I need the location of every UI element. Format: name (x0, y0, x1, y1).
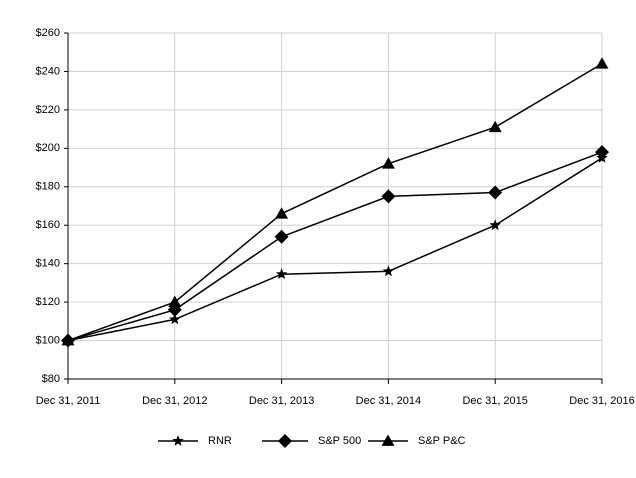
point-marker (382, 265, 395, 277)
point-marker (274, 229, 289, 244)
y-tick-label: $180 (36, 181, 60, 193)
x-tick-label: Dec 31, 2013 (249, 395, 314, 407)
legend-label: RNR (208, 435, 232, 447)
series-line (67, 63, 603, 342)
y-tick-label: $220 (36, 104, 60, 116)
y-tick-label: $100 (36, 334, 60, 346)
y-tick-label: $120 (36, 296, 60, 308)
point-marker (488, 185, 503, 200)
x-tick-label: Dec 31, 2014 (356, 395, 421, 407)
x-tick-label: Dec 31, 2012 (142, 395, 207, 407)
point-marker (595, 57, 609, 69)
point-marker (488, 120, 502, 133)
point-marker (381, 157, 395, 169)
point-marker (61, 334, 75, 346)
legend-label: S&P 500 (318, 435, 361, 447)
y-tick-label: $160 (36, 219, 60, 231)
y-tick-label: $140 (36, 258, 60, 270)
point-marker (381, 189, 396, 204)
legend-marker (381, 434, 395, 446)
point-marker (275, 268, 288, 280)
x-tick-label: Dec 31, 2016 (569, 395, 634, 407)
y-tick-label: $80 (42, 373, 60, 385)
y-tick-label: $240 (36, 65, 60, 77)
point-marker (168, 295, 182, 307)
legend-marker (278, 434, 292, 448)
y-tick-label: $200 (36, 142, 60, 154)
point-marker (595, 145, 609, 160)
legend-marker (172, 435, 184, 446)
point-marker (169, 313, 181, 325)
point-marker (275, 207, 289, 219)
point-marker (489, 219, 501, 231)
series-line (67, 151, 603, 342)
x-tick-label: Dec 31, 2011 (36, 395, 101, 407)
legend-label: S&P P&C (418, 435, 466, 447)
x-tick-label: Dec 31, 2015 (462, 395, 527, 407)
series-line (67, 157, 603, 342)
y-tick-label: $260 (36, 27, 60, 39)
